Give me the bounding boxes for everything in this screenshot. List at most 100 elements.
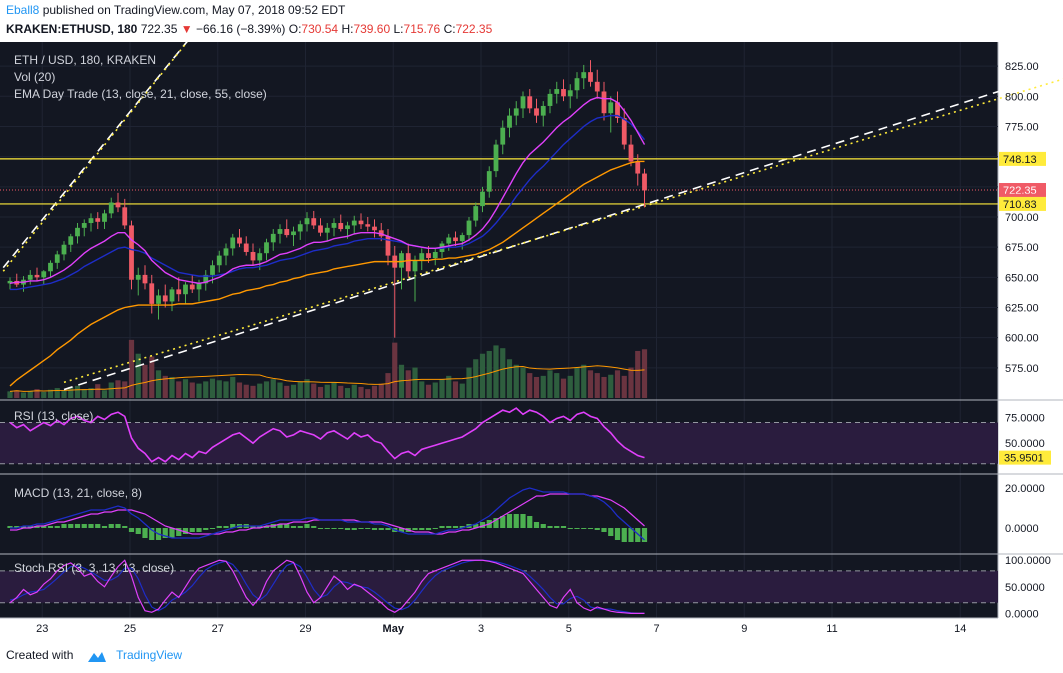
macd-histogram-bar [277, 524, 283, 528]
candle-body [554, 89, 560, 94]
volume-bar [351, 384, 357, 398]
high-value: 739.60 [353, 22, 391, 36]
price-tick-label: 650.00 [1005, 272, 1039, 284]
macd-histogram-bar [425, 528, 432, 530]
candle-body [223, 248, 229, 256]
candle-body [540, 105, 546, 116]
volume-bar [540, 375, 546, 398]
volume-bar [216, 380, 222, 398]
candle-body [405, 253, 411, 272]
macd-histogram-bar [182, 528, 189, 534]
volume-bar [371, 385, 378, 398]
candle-body [108, 202, 114, 214]
author-name[interactable]: Eball8 [6, 3, 40, 17]
macd-histogram-bar [7, 526, 13, 528]
volume-bar [277, 382, 283, 398]
volume-bar [635, 350, 641, 398]
time-tick-label: 23 [36, 623, 48, 635]
macd-histogram-bar [574, 528, 580, 529]
volume-bar [236, 382, 243, 398]
symbol-header: KRAKEN:ETHUSD, 180 722.35 ▼ −66.16 (−8.3… [6, 22, 492, 36]
volume-bar [560, 378, 567, 398]
candle-body [358, 220, 364, 225]
candle-body [156, 295, 161, 304]
volume-bar [594, 373, 600, 398]
macd-line [10, 487, 645, 541]
macd-histogram-bar [614, 528, 621, 540]
volume-bar [101, 390, 108, 398]
macd-histogram-bar [547, 526, 553, 528]
volume-bar [533, 376, 540, 398]
macd-histogram-bar [230, 524, 236, 528]
candle-body [7, 280, 13, 284]
stoch-tick-label: 0.0000 [1005, 608, 1039, 620]
stoch-band [0, 570, 998, 603]
candle-body [385, 236, 391, 256]
volume-bar [34, 389, 40, 398]
macd-histogram-bar [311, 526, 317, 528]
macd-histogram-bar [284, 524, 290, 528]
time-tick-label: 11 [826, 623, 837, 635]
candle-body [257, 253, 263, 261]
candle-body [311, 218, 317, 226]
chart-area[interactable]: 825.00800.00775.00750.00725.00700.00675.… [0, 42, 1063, 638]
stoch-k-line [9, 559, 645, 614]
rsi-line [9, 407, 645, 463]
rsi-current-label: 35.9501 [1004, 453, 1044, 465]
volume-bar [54, 388, 60, 398]
candle-body [399, 253, 404, 268]
candle-body [426, 253, 431, 259]
stoch-legend: Stoch RSI (3, 3, 13, 13, close) [14, 561, 174, 575]
volume-bar [290, 384, 297, 398]
macd-histogram-bar [554, 526, 560, 528]
trend-channel-line [2, 42, 189, 272]
tradingview-link[interactable]: TradingView [116, 648, 183, 662]
volume-bar [142, 364, 148, 398]
macd-histogram-bar [479, 522, 486, 528]
macd-histogram-bar [594, 528, 600, 530]
candle-body [54, 254, 60, 263]
macd-histogram-bar [398, 528, 405, 532]
candle-body [102, 213, 107, 222]
volume-bar [446, 375, 452, 398]
volume-bar [223, 381, 229, 398]
tradingview-cloud-icon [87, 651, 106, 662]
macd-histogram-bar [459, 526, 465, 528]
macd-histogram-bar [216, 526, 222, 528]
volume-bar [641, 349, 648, 398]
rsi-band [0, 422, 998, 464]
candle-body [48, 262, 53, 272]
macd-histogram-bar [250, 526, 256, 528]
price-tick-label: 800.00 [1005, 91, 1039, 103]
candle-body [75, 227, 80, 237]
volume-bar [378, 383, 384, 398]
macd-histogram-bar [61, 524, 67, 528]
macd-histogram-bar [358, 528, 364, 529]
macd-histogram-bar [601, 528, 607, 532]
candle-body [169, 289, 175, 302]
macd-histogram-bar [324, 528, 330, 529]
candle-body [534, 108, 539, 116]
volume-bar [412, 367, 418, 398]
macd-histogram-bar [149, 528, 155, 540]
candle-body [183, 284, 188, 295]
time-tick-label: 5 [566, 623, 572, 635]
candle-body [574, 78, 580, 91]
price-label-box [999, 151, 1046, 166]
macd-histogram-bar [142, 528, 148, 538]
macd-histogram-bar [223, 526, 229, 528]
candle-body [203, 274, 209, 284]
candle-body [500, 127, 506, 145]
candle-body [149, 283, 155, 304]
candle-body [230, 237, 236, 249]
macd-histogram-bar [162, 528, 168, 538]
volume-bar [108, 382, 114, 398]
volume-bar [473, 359, 479, 398]
candle-body [122, 207, 128, 226]
volume-bar [122, 381, 128, 398]
volume-bar [7, 391, 13, 398]
macd-histogram-bar [587, 528, 594, 529]
price-tick-label: 575.00 [1005, 363, 1039, 375]
volume-bar [486, 350, 492, 398]
macd-legend: MACD (13, 21, close, 8) [14, 486, 142, 500]
